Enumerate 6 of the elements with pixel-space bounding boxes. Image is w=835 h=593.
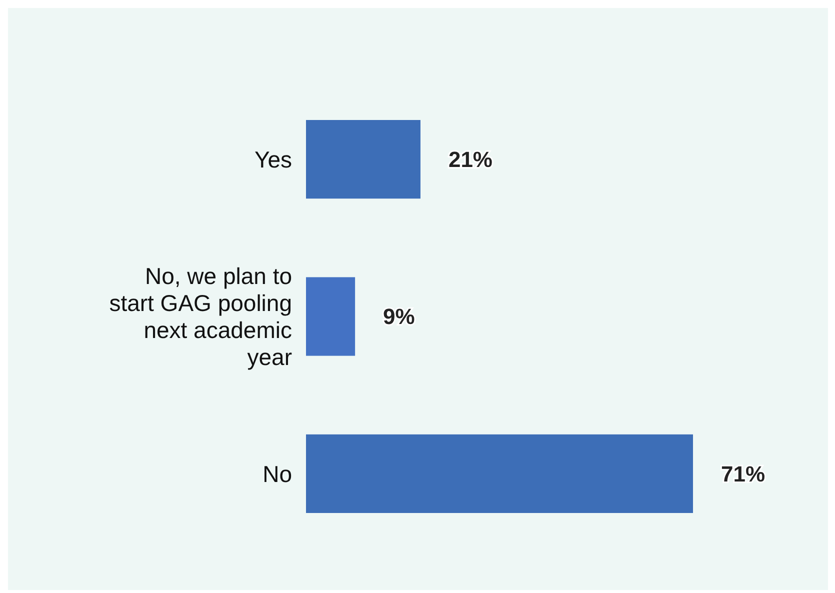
data-label: 9% — [383, 304, 415, 330]
data-label: 21% — [448, 147, 493, 172]
y-tick-label: No — [262, 460, 292, 487]
data-label: 71% — [721, 461, 766, 486]
y-tick-label: No, we plan to start GAG pooling next academic year — [109, 263, 292, 370]
y-tick-label: Yes — [254, 146, 292, 172]
